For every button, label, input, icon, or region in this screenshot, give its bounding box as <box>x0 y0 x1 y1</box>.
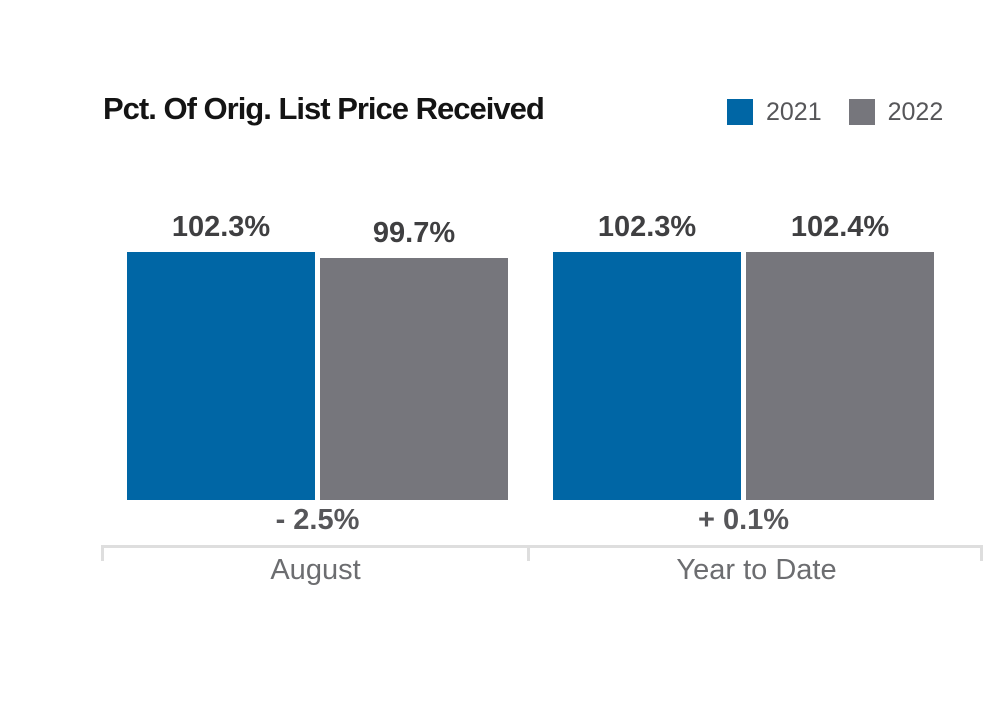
chart-title: Pct. Of Orig. List Price Received <box>103 91 545 126</box>
bar-col-ytd-2021: 102.3% <box>553 211 741 500</box>
bar-col-august-2021: 102.3% <box>127 211 315 500</box>
bar-group-ytd: 102.3% 102.4% <box>553 211 934 500</box>
bar-ytd-2022 <box>746 252 934 500</box>
axis-tick-middle <box>527 545 530 561</box>
change-label-august: - 2.5% <box>275 504 360 536</box>
legend-item-2021: 2021 <box>727 99 822 125</box>
value-label-ytd-2021: 102.3% <box>597 211 697 244</box>
bar-col-ytd-2022: 102.4% <box>746 211 934 500</box>
category-label-ytd: Year to Date <box>676 554 837 586</box>
bar-group-august: 102.3% 99.7% <box>127 211 508 500</box>
bar-ytd-2021 <box>553 252 741 500</box>
category-row: August Year to Date <box>101 554 983 587</box>
value-label-august-2022: 99.7% <box>372 217 456 250</box>
change-label-ytd: + 0.1% <box>697 504 790 536</box>
value-label-august-2021: 102.3% <box>171 211 271 244</box>
legend-item-2022: 2022 <box>848 97 944 126</box>
bar-col-august-2022: 99.7% <box>320 217 508 500</box>
x-axis-line <box>101 545 983 561</box>
value-label-ytd-2022: 102.4% <box>790 211 890 244</box>
bar-august-2021 <box>127 252 315 500</box>
legend-swatch-2021 <box>727 99 753 125</box>
bars-area: 102.3% 99.7% 102.3% 102.4% <box>127 211 934 500</box>
axis-tick-left <box>101 545 104 561</box>
change-row: - 2.5% + 0.1% <box>127 504 934 537</box>
axis-tick-right <box>980 545 983 561</box>
legend-label-2022: 2022 <box>887 97 944 126</box>
legend-swatch-2022 <box>848 99 875 125</box>
legend: 2021 2022 <box>727 99 943 125</box>
legend-label-2021: 2021 <box>766 97 822 126</box>
bar-august-2022 <box>320 258 508 500</box>
category-label-august: August <box>270 554 361 586</box>
